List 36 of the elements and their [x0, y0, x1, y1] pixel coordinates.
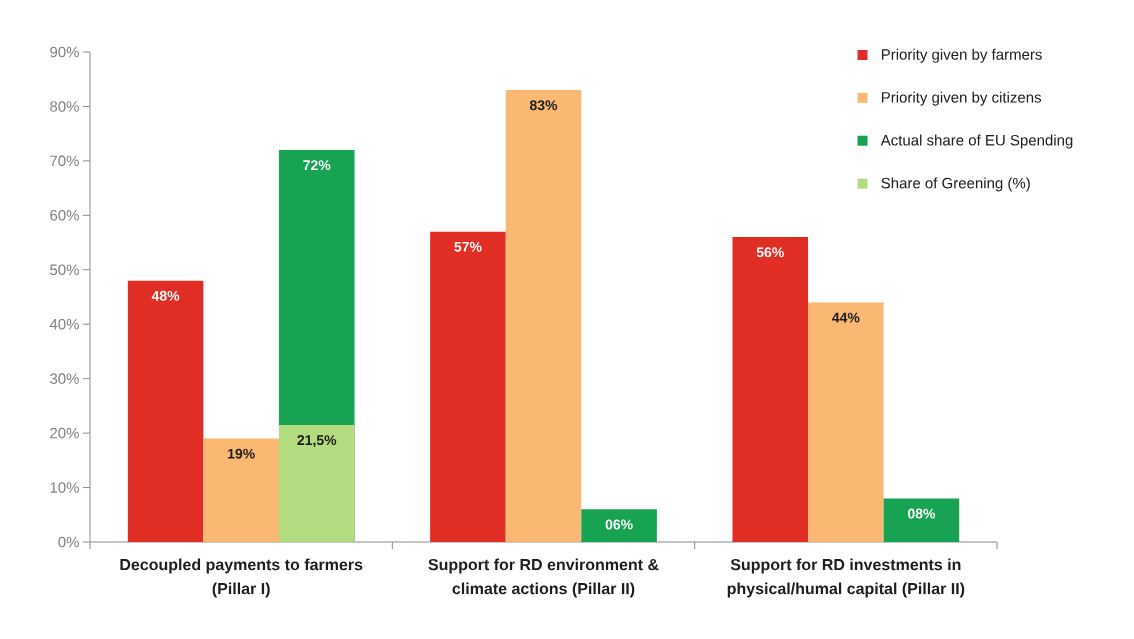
bar [278, 424, 355, 542]
legend-label: Share of Greening (%) [881, 177, 1030, 192]
data-label: 08% [907, 508, 936, 519]
y-tick-label: 80% [50, 101, 79, 112]
x-tick-label: Support for RD environment & climate actions (Pillar II) [428, 558, 659, 598]
y-tick-label: 60% [50, 210, 79, 221]
y-tick-label: 10% [50, 482, 79, 493]
bar [732, 237, 809, 542]
x-tick-label: Support for RD investments in physical/humal capital (Pillar II) [727, 558, 965, 598]
y-tick-label: 0% [58, 536, 79, 548]
y-tick-label: 40% [49, 318, 79, 330]
legend-label: Actual share of EU Spending [880, 134, 1073, 149]
data-label: 44% [832, 312, 860, 323]
data-label: 57% [454, 241, 482, 252]
legend-label: Priority given by citizens [881, 91, 1042, 106]
x-tick-label: Decoupled payments to farmers (Pillar I) [120, 558, 363, 598]
data-label: 56% [756, 247, 784, 258]
legend-label: Priority given by farmers [881, 48, 1042, 63]
bar [883, 498, 960, 542]
y-tick-label: 50% [50, 264, 79, 276]
data-label: 83% [529, 100, 558, 111]
bar [505, 90, 582, 542]
data-label: 19% [228, 448, 255, 459]
bar [430, 231, 506, 542]
data-label: 21,5% [297, 435, 337, 448]
y-tick-label: 90% [50, 46, 79, 58]
bar [808, 302, 884, 542]
y-tick-label: 70% [50, 155, 79, 167]
data-label: 06% [605, 519, 633, 530]
data-label: 48% [151, 290, 180, 301]
bar [581, 509, 657, 542]
y-tick-label: 30% [50, 373, 79, 384]
y-tick-label: 20% [50, 427, 79, 439]
bar [127, 280, 204, 542]
bar [203, 438, 279, 542]
data-label: 72% [303, 160, 331, 171]
